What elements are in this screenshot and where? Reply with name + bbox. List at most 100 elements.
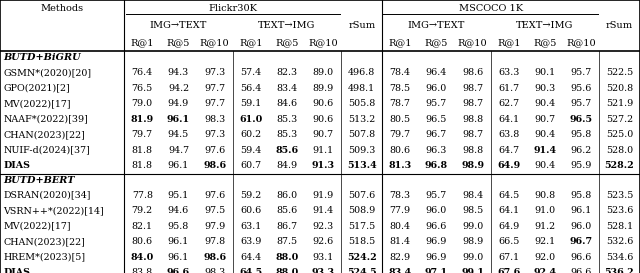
Text: 85.6: 85.6 — [276, 206, 298, 215]
Text: 95.8: 95.8 — [570, 130, 591, 139]
Text: 508.9: 508.9 — [348, 206, 375, 215]
Text: 79.0: 79.0 — [132, 99, 153, 108]
Text: 95.7: 95.7 — [426, 99, 447, 108]
Text: 81.3: 81.3 — [388, 161, 412, 170]
Text: 64.5: 64.5 — [239, 268, 262, 273]
Text: 91.0: 91.0 — [534, 206, 556, 215]
Text: 63.9: 63.9 — [240, 237, 262, 246]
Text: 79.2: 79.2 — [132, 206, 153, 215]
Text: 93.1: 93.1 — [312, 253, 334, 262]
Text: 61.0: 61.0 — [239, 115, 262, 124]
Text: R@5: R@5 — [275, 38, 299, 47]
Text: DIAS: DIAS — [3, 161, 30, 170]
Text: 96.6: 96.6 — [167, 268, 190, 273]
Text: 63.1: 63.1 — [240, 222, 261, 231]
Text: 96.5: 96.5 — [570, 115, 593, 124]
Text: 85.3: 85.3 — [276, 130, 298, 139]
Text: 95.8: 95.8 — [168, 222, 189, 231]
Text: 96.1: 96.1 — [167, 115, 190, 124]
Text: 83.8: 83.8 — [132, 268, 153, 273]
Text: 98.9: 98.9 — [462, 237, 483, 246]
Text: 90.7: 90.7 — [534, 115, 556, 124]
Text: 87.5: 87.5 — [276, 237, 298, 246]
Text: TEXT→IMG: TEXT→IMG — [259, 21, 316, 30]
Text: 96.0: 96.0 — [426, 84, 447, 93]
Text: 523.6: 523.6 — [606, 206, 633, 215]
Text: 82.9: 82.9 — [390, 253, 411, 262]
Text: 498.1: 498.1 — [348, 84, 375, 93]
Text: 96.4: 96.4 — [426, 68, 447, 77]
Text: 98.3: 98.3 — [204, 268, 225, 273]
Text: 90.6: 90.6 — [312, 115, 334, 124]
Text: MV(2022)[17]: MV(2022)[17] — [3, 99, 71, 108]
Text: 94.3: 94.3 — [168, 68, 189, 77]
Text: 64.4: 64.4 — [240, 253, 261, 262]
Text: 67.1: 67.1 — [498, 253, 519, 262]
Text: IMG→TEXT: IMG→TEXT — [408, 21, 465, 30]
Text: 505.8: 505.8 — [348, 99, 375, 108]
Text: BUTD+BERT: BUTD+BERT — [3, 176, 75, 185]
Text: 97.1: 97.1 — [425, 268, 448, 273]
Text: 507.8: 507.8 — [348, 130, 375, 139]
Text: 98.9: 98.9 — [461, 161, 484, 170]
Text: 93.3: 93.3 — [312, 268, 335, 273]
Text: 517.5: 517.5 — [348, 222, 375, 231]
Text: 96.1: 96.1 — [168, 237, 189, 246]
Text: 66.5: 66.5 — [498, 237, 520, 246]
Text: 92.4: 92.4 — [533, 268, 556, 273]
Text: R@1: R@1 — [497, 38, 520, 47]
Text: 90.8: 90.8 — [534, 191, 556, 200]
Text: 96.2: 96.2 — [570, 146, 591, 155]
Text: 85.3: 85.3 — [276, 115, 298, 124]
Text: MSCOCO 1K: MSCOCO 1K — [458, 4, 523, 13]
Text: 80.6: 80.6 — [132, 237, 153, 246]
Text: 96.7: 96.7 — [570, 237, 593, 246]
Text: 85.6: 85.6 — [275, 146, 298, 155]
Text: 90.4: 90.4 — [534, 99, 556, 108]
Text: Methods: Methods — [40, 4, 84, 13]
Text: 78.7: 78.7 — [390, 99, 411, 108]
Text: 96.6: 96.6 — [426, 222, 447, 231]
Text: DSRAN(2020)[34]: DSRAN(2020)[34] — [3, 191, 91, 200]
Text: 95.7: 95.7 — [570, 68, 591, 77]
Text: 64.9: 64.9 — [497, 161, 520, 170]
Text: 509.3: 509.3 — [348, 146, 375, 155]
Text: 89.0: 89.0 — [312, 68, 333, 77]
Text: 90.3: 90.3 — [534, 84, 556, 93]
Text: 99.0: 99.0 — [462, 253, 483, 262]
Text: 96.9: 96.9 — [426, 253, 447, 262]
Text: 97.5: 97.5 — [204, 206, 225, 215]
Text: 91.3: 91.3 — [312, 161, 335, 170]
Text: 91.1: 91.1 — [312, 146, 333, 155]
Text: 536.2: 536.2 — [605, 268, 634, 273]
Text: 534.6: 534.6 — [606, 253, 633, 262]
Text: 90.1: 90.1 — [534, 68, 556, 77]
Text: 97.8: 97.8 — [204, 237, 225, 246]
Text: GSMN*(2020)[20]: GSMN*(2020)[20] — [3, 68, 92, 77]
Text: 96.5: 96.5 — [426, 115, 447, 124]
Text: 98.8: 98.8 — [462, 146, 483, 155]
Text: 60.2: 60.2 — [240, 130, 261, 139]
Text: 98.6: 98.6 — [203, 253, 226, 262]
Text: 82.3: 82.3 — [276, 68, 298, 77]
Text: 528.0: 528.0 — [606, 146, 633, 155]
Text: 94.9: 94.9 — [168, 99, 189, 108]
Text: R@1: R@1 — [131, 38, 154, 47]
Text: 528.2: 528.2 — [605, 161, 634, 170]
Text: R@1: R@1 — [239, 38, 262, 47]
Text: R@10: R@10 — [458, 38, 487, 47]
Text: 98.7: 98.7 — [462, 84, 483, 93]
Text: 63.8: 63.8 — [498, 130, 519, 139]
Text: 64.1: 64.1 — [498, 115, 519, 124]
Text: 521.9: 521.9 — [606, 99, 633, 108]
Text: R@5: R@5 — [167, 38, 190, 47]
Text: 95.7: 95.7 — [570, 99, 591, 108]
Text: 532.6: 532.6 — [606, 237, 633, 246]
Text: R@5: R@5 — [425, 38, 448, 47]
Text: 77.9: 77.9 — [390, 206, 411, 215]
Text: 496.8: 496.8 — [348, 68, 375, 77]
Text: 95.9: 95.9 — [570, 161, 592, 170]
Text: 98.4: 98.4 — [462, 191, 483, 200]
Text: 90.4: 90.4 — [534, 161, 556, 170]
Text: CHAN(2023)[22]: CHAN(2023)[22] — [3, 237, 85, 246]
